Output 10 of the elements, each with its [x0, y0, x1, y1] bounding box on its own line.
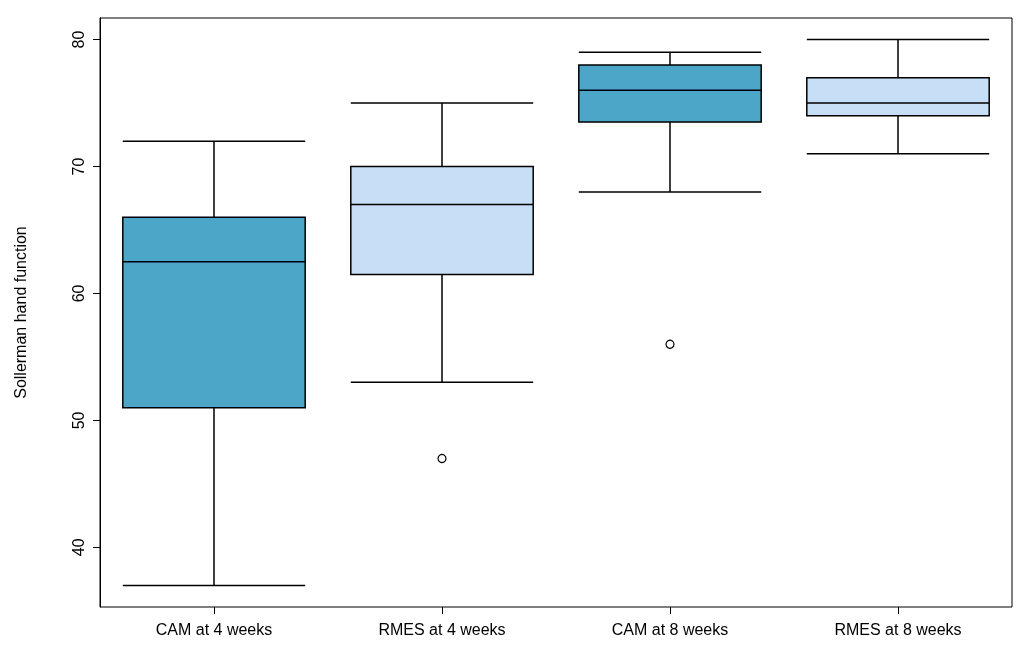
y-tick-label: 60	[69, 284, 87, 303]
y-tick-label: 50	[69, 411, 87, 430]
y-tick-label: 80	[69, 30, 87, 49]
y-tick-label: 70	[69, 157, 87, 176]
y-tick-label: 40	[69, 538, 87, 557]
x-tick-label: CAM at 4 weeks	[155, 620, 273, 638]
x-tick-label: RMES at 4 weeks	[378, 620, 506, 638]
x-tick-label: CAM at 8 weeks	[611, 620, 729, 638]
y-axis-title: Sollerman hand function	[11, 226, 29, 399]
x-tick-label: RMES at 8 weeks	[834, 620, 962, 638]
